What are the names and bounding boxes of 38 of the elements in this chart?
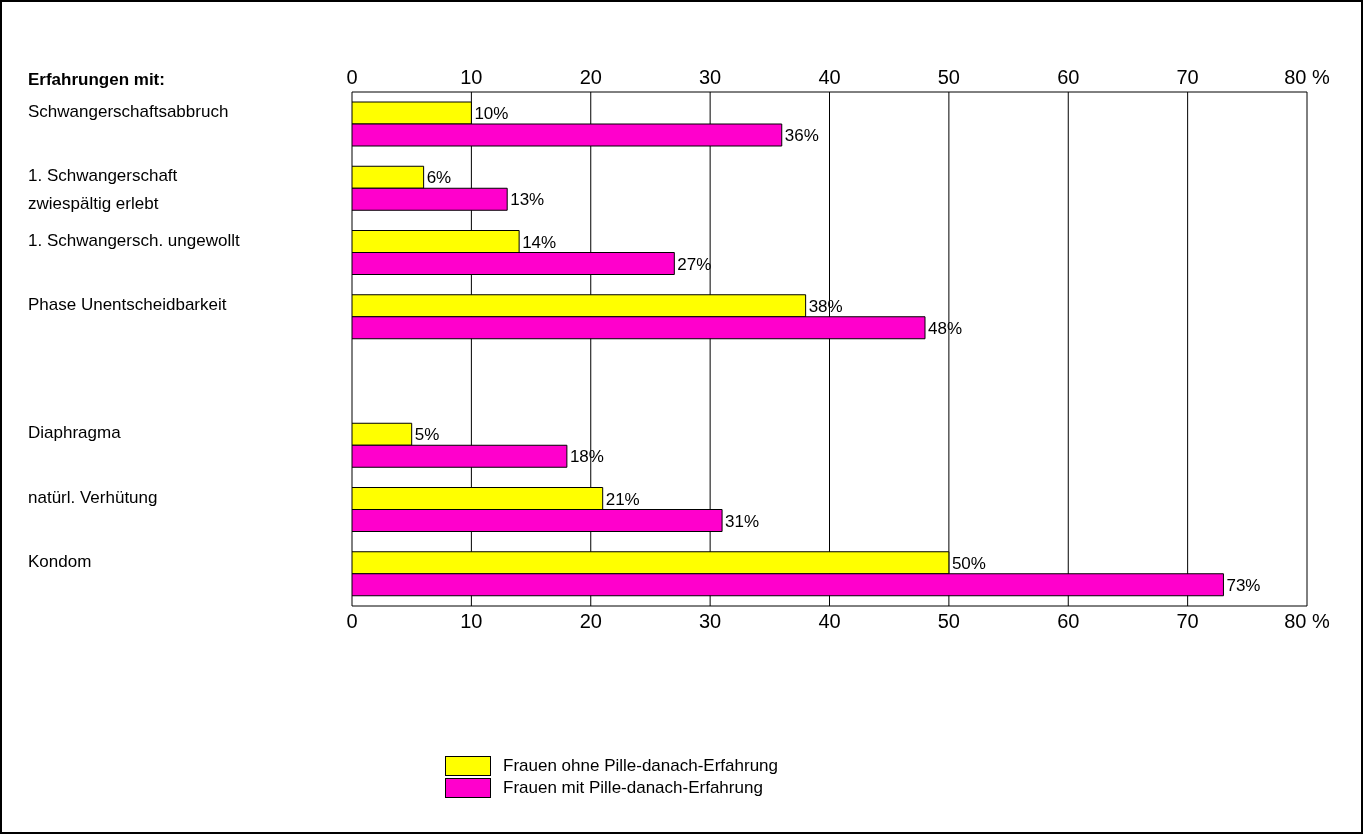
data-label: 10% bbox=[474, 104, 509, 124]
y-tick-label: Kondom bbox=[28, 552, 92, 572]
data-label: 50% bbox=[951, 553, 986, 573]
data-label: 73% bbox=[1226, 575, 1261, 595]
x2-tick-label: 70 bbox=[1176, 610, 1199, 633]
x-tick-label: 10 bbox=[460, 66, 483, 88]
y-tick-label: Phase Unentscheidbarkeit bbox=[28, 295, 227, 315]
data-label: 5% bbox=[414, 425, 440, 445]
x2-tick-label: 40 bbox=[818, 610, 841, 633]
x-tick-label: 60 bbox=[1057, 66, 1080, 88]
x2-tick-label: 0 bbox=[346, 610, 358, 633]
x-tick-label: 0 bbox=[346, 66, 358, 88]
x2-tick-label: 50 bbox=[937, 610, 960, 633]
data-label: 6% bbox=[426, 168, 452, 188]
data-label: 36% bbox=[784, 126, 819, 146]
x2-tick-label: 10 bbox=[460, 610, 483, 633]
x-tick-label: 80 % bbox=[1284, 66, 1331, 88]
x-tick-label: 70 bbox=[1176, 66, 1199, 88]
x2-tick-label: 20 bbox=[579, 610, 602, 633]
x-tick-label: 50 bbox=[937, 66, 960, 88]
y-axis-title: Erfahrungen mit: bbox=[28, 70, 165, 90]
y-tick-label: Diaphragma bbox=[28, 423, 122, 443]
legend-label: Frauen ohne Pille-danach-Erfahrung bbox=[503, 756, 779, 776]
y-tick-label: natürl. Verhütung bbox=[28, 488, 158, 508]
x2-tick-label: 30 bbox=[699, 610, 722, 633]
data-label: 14% bbox=[522, 232, 557, 252]
x2-tick-label: 80 % bbox=[1284, 610, 1331, 633]
x-tick-label: 40 bbox=[818, 66, 841, 88]
legend-label: Frauen mit Pille-danach-Erfahrung bbox=[503, 778, 763, 798]
data-label: 13% bbox=[510, 190, 545, 210]
x-tick-label: 20 bbox=[579, 66, 602, 88]
y-tick-label: 1. Schwangersch. ungewollt bbox=[28, 231, 240, 251]
y-tick-label: Schwangerschaftsabbruch bbox=[28, 102, 229, 122]
y-tick-label: 1. Schwangerschaft zwiespältig erlebt bbox=[28, 166, 178, 214]
x2-tick-label: 60 bbox=[1057, 610, 1080, 633]
data-label: 21% bbox=[605, 489, 640, 509]
data-label: 31% bbox=[725, 511, 760, 531]
x-tick-label: 30 bbox=[699, 66, 722, 88]
